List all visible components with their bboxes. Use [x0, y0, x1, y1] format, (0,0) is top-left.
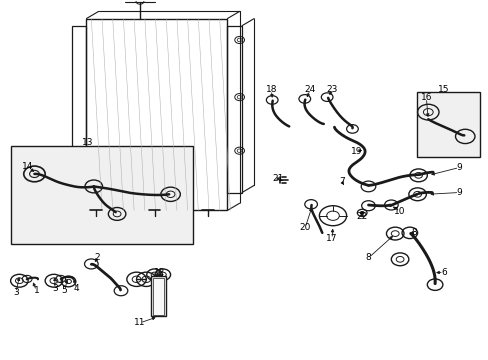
Text: 10: 10 [393, 207, 405, 216]
Text: 20: 20 [299, 223, 310, 232]
Text: 3: 3 [52, 284, 58, 293]
Circle shape [360, 211, 364, 214]
Text: 19: 19 [350, 147, 361, 156]
Bar [11, 146, 193, 244]
Text: 7: 7 [338, 177, 344, 186]
Bar [416, 93, 479, 157]
Text: 15: 15 [437, 85, 448, 94]
Text: 23: 23 [325, 85, 337, 94]
Bar [151, 276, 165, 316]
Text: 18: 18 [265, 85, 276, 94]
Bar [152, 278, 164, 315]
Text: 8: 8 [411, 228, 417, 237]
Text: 2: 2 [95, 253, 100, 262]
Text: 14: 14 [22, 162, 34, 171]
Text: 16: 16 [420, 93, 431, 102]
Text: 3: 3 [13, 288, 19, 297]
Text: 6: 6 [440, 268, 446, 277]
Text: 12: 12 [153, 268, 165, 277]
Text: 5: 5 [61, 286, 67, 295]
Text: 8: 8 [365, 253, 370, 262]
Text: 24: 24 [304, 85, 315, 94]
Text: 1: 1 [34, 286, 39, 295]
Text: 9: 9 [456, 188, 461, 197]
Text: 4: 4 [74, 284, 80, 293]
Text: 11: 11 [134, 318, 145, 327]
Bar [227, 26, 242, 193]
Bar [86, 18, 227, 210]
Text: 17: 17 [325, 234, 337, 243]
Text: 9: 9 [456, 163, 461, 172]
Text: 13: 13 [82, 138, 94, 147]
Text: 22: 22 [356, 212, 367, 221]
Text: 21: 21 [271, 174, 283, 183]
Bar [72, 26, 86, 193]
